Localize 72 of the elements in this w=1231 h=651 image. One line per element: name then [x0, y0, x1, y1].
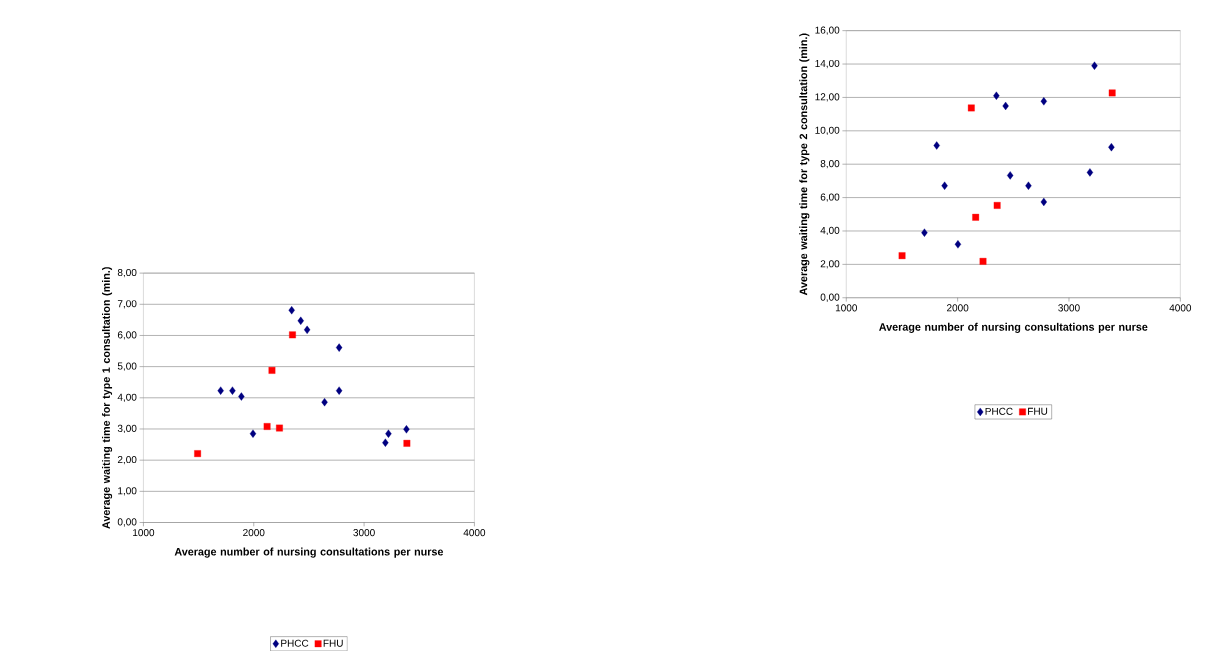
point — [993, 91, 1000, 100]
point — [303, 325, 311, 334]
point — [993, 202, 1001, 209]
legend-label: FHU — [1028, 407, 1048, 415]
point — [972, 213, 980, 221]
point — [297, 316, 304, 325]
legend-label: FHU — [323, 639, 343, 647]
point — [263, 423, 271, 430]
y-tick-label: 1,00 — [118, 487, 137, 496]
x-tick-label: 3000 — [1058, 304, 1080, 312]
x-tick-label: 1000 — [835, 304, 858, 312]
point — [249, 429, 257, 438]
y-tick-label: 0,00 — [117, 518, 137, 527]
y-tick-label: 8,00 — [820, 160, 840, 169]
point — [382, 438, 389, 447]
legend-label: PHCC — [281, 639, 309, 647]
y-tick-label: 3,00 — [117, 424, 137, 434]
x-tick-label: 2000 — [243, 529, 265, 537]
x-tick-label: 3000 — [353, 529, 375, 537]
point — [1025, 181, 1032, 190]
point — [954, 240, 962, 249]
y-tick-label: 2,00 — [117, 455, 137, 465]
point — [1086, 168, 1094, 177]
x-tick-label: 1000 — [133, 529, 155, 537]
point — [403, 425, 410, 434]
point — [921, 228, 928, 237]
y-tick-label: 8,00 — [117, 268, 137, 278]
legend-label: PHCC — [985, 407, 1013, 415]
point — [335, 343, 343, 352]
x-axis-title: Average number of nursing consultations per nurse — [879, 322, 1148, 333]
y-tick-label: 7,00 — [117, 300, 137, 309]
point — [979, 257, 987, 265]
y-tick-label: 14,00 — [815, 59, 840, 69]
point — [268, 366, 276, 374]
y-tick-label: 16,00 — [815, 26, 840, 35]
y-tick-label: 0,00 — [820, 293, 840, 302]
y-tick-label: 4,00 — [820, 226, 840, 236]
point — [933, 141, 940, 150]
point — [335, 386, 343, 395]
point — [1091, 61, 1098, 70]
x-tick-label: 4000 — [1169, 304, 1192, 312]
y-axis-title: Average waiting time for type 1 consultation (min.) — [102, 267, 113, 529]
x-axis-title: Average number of nursing consultations per nurse — [174, 547, 444, 558]
point — [288, 306, 295, 315]
y-tick-label: 12,00 — [815, 93, 840, 102]
y-tick-label: 5,00 — [117, 362, 137, 371]
point — [403, 439, 411, 447]
point — [217, 386, 224, 395]
point — [385, 429, 392, 438]
point — [238, 392, 245, 401]
y-tick-label: 4,00 — [117, 393, 137, 402]
y-tick-label: 6,00 — [820, 193, 840, 202]
y-tick-label: 2,00 — [820, 260, 840, 269]
point — [1108, 89, 1116, 97]
point — [289, 331, 296, 339]
x-tick-label: 2000 — [947, 304, 969, 312]
point — [1040, 197, 1047, 207]
point — [1040, 97, 1047, 106]
x-tick-label: 4000 — [463, 529, 486, 537]
point — [229, 386, 236, 395]
point — [941, 181, 948, 190]
point — [1002, 101, 1009, 111]
y-axis-title: Average waiting time for type 2 consultation (min.) — [799, 33, 810, 296]
point — [1007, 171, 1014, 180]
point — [898, 252, 906, 260]
point — [276, 424, 283, 432]
point — [1108, 142, 1115, 152]
point — [967, 104, 975, 112]
point — [321, 397, 328, 407]
point — [194, 450, 201, 457]
y-tick-label: 10,00 — [815, 126, 840, 135]
y-tick-label: 6,00 — [117, 331, 137, 340]
